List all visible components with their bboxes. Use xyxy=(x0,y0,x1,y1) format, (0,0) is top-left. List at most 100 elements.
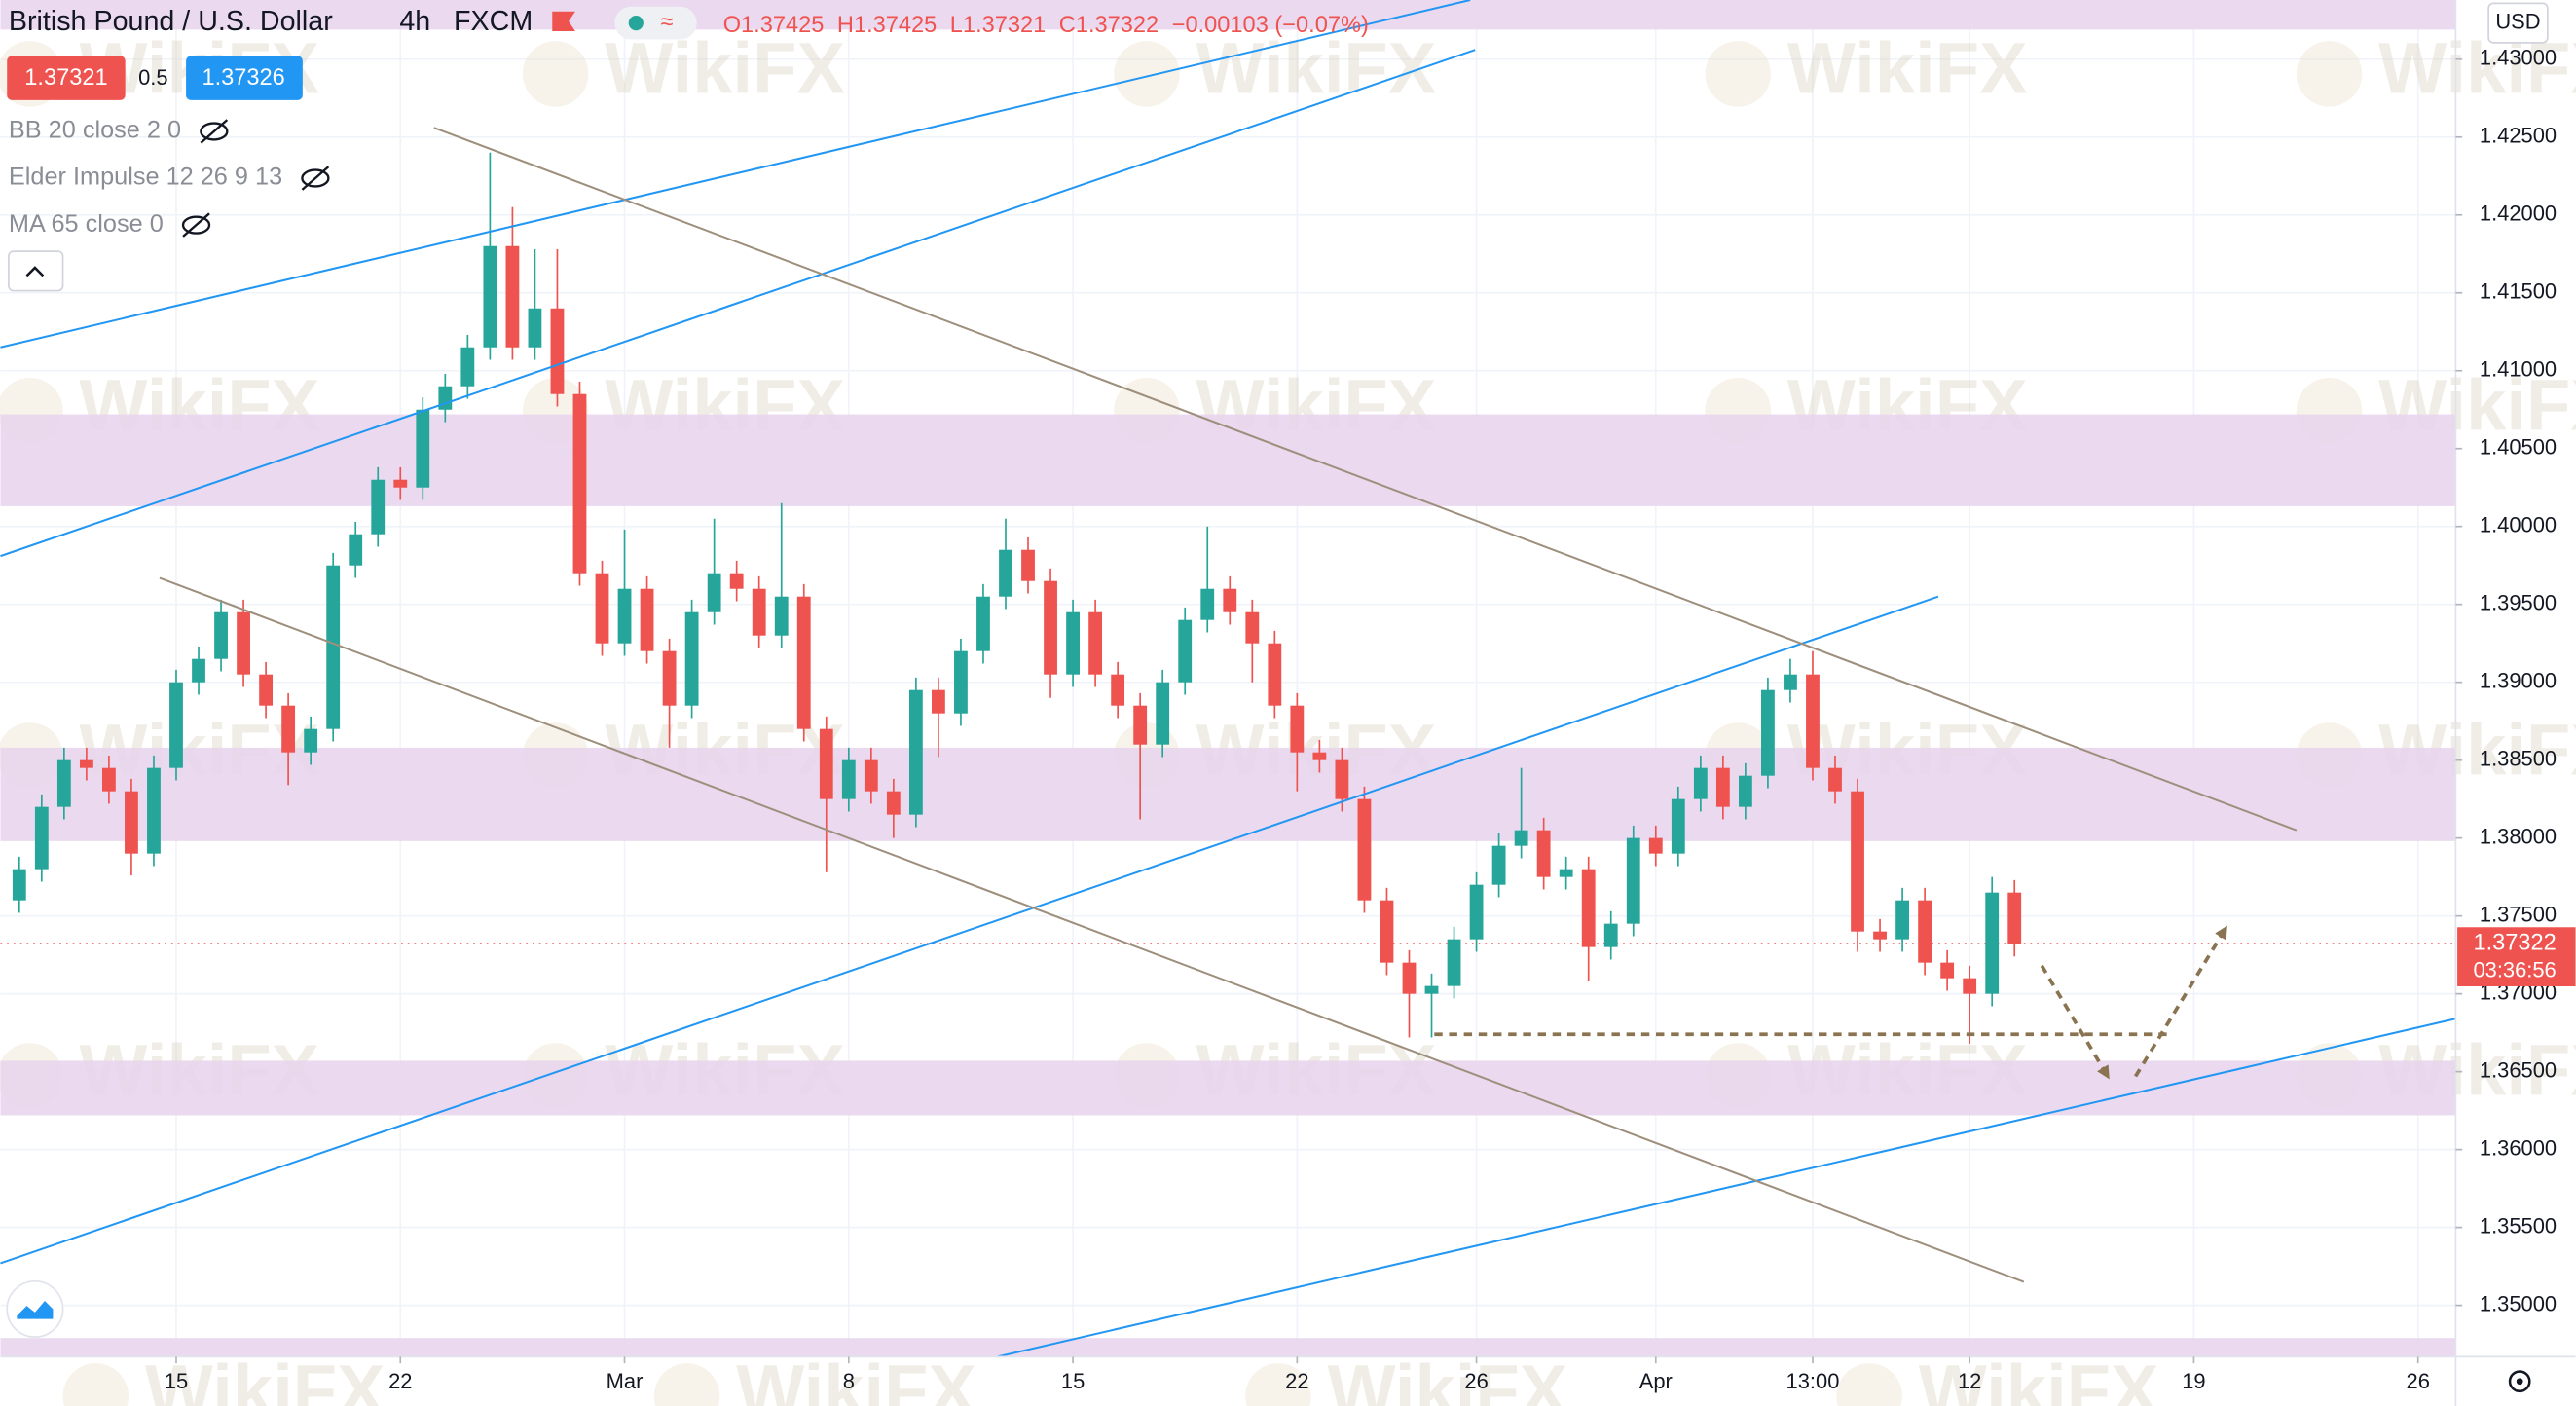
candle-body xyxy=(1514,830,1528,846)
candle-body xyxy=(56,759,71,807)
ohlc-item: −0.00103 (−0.07%) xyxy=(1172,13,1369,38)
candle-body xyxy=(1021,549,1035,581)
buy-price: 1.37326 xyxy=(202,65,284,91)
y-tick-label: 1.42500 xyxy=(2480,124,2557,148)
countdown: 03:36:56 xyxy=(2473,958,2556,982)
status-dot xyxy=(628,16,644,31)
settings-icon[interactable] xyxy=(2508,1370,2531,1393)
status-pill[interactable] xyxy=(614,6,697,40)
watermark-logo xyxy=(1114,41,1180,107)
candle-body xyxy=(237,611,250,675)
trend-line xyxy=(997,1018,2456,1358)
ohlc-line: O1.37425 H1.37425 L1.37321 C1.37322 −0.00103… xyxy=(723,13,1369,38)
watermark: WikiFX xyxy=(1919,1350,2159,1406)
x-tick-label: 15 xyxy=(165,1369,188,1393)
price-tag xyxy=(2457,927,2576,986)
y-tick-label: 1.41000 xyxy=(2480,357,2557,382)
trend-line xyxy=(0,0,1471,349)
eye-icon[interactable] xyxy=(181,215,211,235)
candle-body xyxy=(259,674,274,706)
candle-body xyxy=(932,689,945,714)
candle-body xyxy=(1559,869,1573,877)
buy-button[interactable] xyxy=(186,56,303,100)
status-wave: ≈ xyxy=(661,10,674,35)
candle-body xyxy=(1895,900,1909,940)
y-tick-label: 1.36000 xyxy=(2480,1135,2557,1160)
indicator-label: MA 65 close 0 xyxy=(9,210,164,238)
candle-body xyxy=(729,573,744,589)
flag-icon[interactable] xyxy=(552,11,575,32)
x-tick-label: 22 xyxy=(388,1369,412,1393)
candle-body xyxy=(864,759,878,792)
candle-body xyxy=(1424,985,1439,994)
watermark-logo xyxy=(1836,1363,1902,1406)
eye-slash xyxy=(301,166,330,191)
candle-body xyxy=(281,705,296,753)
watermark-logo xyxy=(653,1363,720,1406)
candle-body xyxy=(1290,705,1305,753)
candle-body xyxy=(528,308,542,348)
candle-body xyxy=(1111,674,1125,706)
logo-badge[interactable] xyxy=(6,1279,64,1338)
zone xyxy=(0,1338,2456,1357)
exchange: FXCM xyxy=(454,6,533,37)
candle-body xyxy=(908,689,923,815)
interval[interactable]: 4h xyxy=(399,6,430,37)
eye-icon[interactable] xyxy=(200,122,229,141)
eye-icon[interactable] xyxy=(301,168,330,188)
candle-body xyxy=(1828,767,1842,792)
sell-button[interactable] xyxy=(7,56,126,100)
candle-body xyxy=(707,573,721,612)
currency-box[interactable] xyxy=(2487,2,2549,44)
currency: USD xyxy=(2495,9,2540,33)
candle-body xyxy=(1066,611,1080,675)
candle-body xyxy=(684,611,699,706)
candle-body xyxy=(1784,674,1797,690)
candle-body xyxy=(1223,588,1237,612)
candle-body xyxy=(349,534,363,566)
candle-body xyxy=(1312,752,1327,760)
candle-body xyxy=(886,791,901,815)
y-tick-label: 1.40000 xyxy=(2480,513,2557,537)
candle-body xyxy=(1806,674,1820,768)
candle-body xyxy=(1402,962,1417,994)
candle-body xyxy=(999,549,1012,597)
candle-body xyxy=(102,767,116,792)
y-tick-label: 1.40500 xyxy=(2480,435,2557,460)
watermark-logo xyxy=(2296,41,2363,107)
candle-body xyxy=(1156,682,1170,745)
candle-body xyxy=(1693,767,1708,799)
candle-body xyxy=(416,409,430,488)
eye-slash xyxy=(182,212,210,238)
candle-body xyxy=(1851,791,1864,932)
y-tick-label: 1.39500 xyxy=(2480,591,2557,615)
collapse-icon xyxy=(25,266,45,278)
candle-body xyxy=(1200,588,1215,620)
x-tick-label: 12 xyxy=(1958,1369,1981,1393)
collapse-button[interactable] xyxy=(8,250,64,292)
candle-body xyxy=(125,791,138,854)
x-tick-label: 26 xyxy=(1464,1369,1488,1393)
candle-body xyxy=(819,728,833,799)
candle-body xyxy=(1380,900,1394,963)
candle-body xyxy=(1044,580,1057,675)
ohlc-item: L1.37321 xyxy=(950,13,1046,38)
candle-body xyxy=(34,806,49,870)
watermark-logo xyxy=(522,41,589,107)
candle-body xyxy=(438,386,453,410)
candle-body xyxy=(976,596,990,651)
candle-body xyxy=(1603,923,1618,947)
candle-body xyxy=(1536,830,1551,877)
candle-body xyxy=(147,767,161,854)
candle-body xyxy=(1178,619,1193,683)
watermark: WikiFX xyxy=(736,1350,976,1406)
price-tag-label: 1.37322 xyxy=(2473,930,2556,955)
candle-body xyxy=(371,479,386,535)
sell-price: 1.37321 xyxy=(24,65,107,91)
candle-body xyxy=(1918,900,1932,963)
candle-body xyxy=(954,650,968,714)
candle-body xyxy=(1963,978,1977,994)
